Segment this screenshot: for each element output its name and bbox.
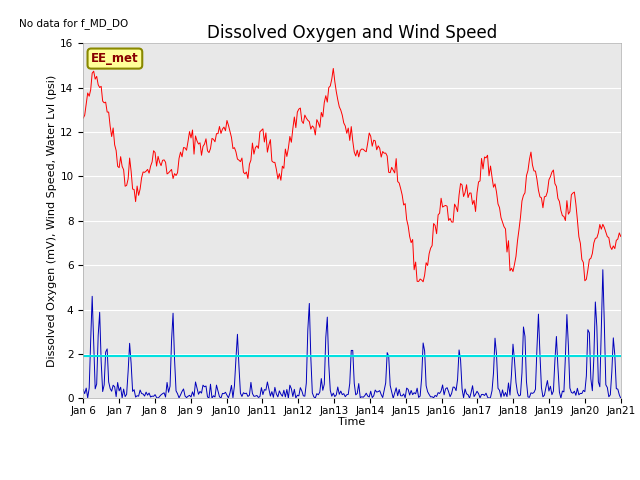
DisOxy — [419, 279, 427, 285]
ws — [617, 396, 625, 401]
WaterLevel — [79, 353, 87, 359]
ws — [314, 392, 322, 397]
Legend: DisOxy, ws, WaterLevel: DisOxy, ws, WaterLevel — [224, 477, 480, 480]
ws — [257, 385, 265, 391]
ws — [589, 388, 596, 394]
Text: EE_met: EE_met — [91, 52, 139, 65]
DisOxy — [617, 234, 625, 240]
DisOxy — [257, 127, 265, 133]
DisOxy — [266, 137, 274, 143]
Line: DisOxy: DisOxy — [83, 69, 621, 282]
DisOxy — [330, 66, 337, 72]
WaterLevel — [115, 353, 123, 359]
ws — [79, 387, 87, 393]
DisOxy — [314, 120, 322, 126]
ws — [266, 393, 274, 399]
DisOxy — [590, 240, 598, 246]
ws — [239, 390, 247, 396]
Title: Dissolved Oxygen and Wind Speed: Dissolved Oxygen and Wind Speed — [207, 24, 497, 42]
Line: ws: ws — [83, 270, 621, 398]
Y-axis label: Dissolved Oxygen (mV), Wind Speed, Water Lvl (psi): Dissolved Oxygen (mV), Wind Speed, Water… — [47, 75, 58, 367]
DisOxy — [145, 170, 153, 176]
ws — [485, 396, 493, 401]
ws — [145, 390, 153, 396]
ws — [599, 267, 607, 273]
X-axis label: Time: Time — [339, 418, 365, 427]
DisOxy — [79, 115, 87, 121]
Text: No data for f_MD_DO: No data for f_MD_DO — [19, 18, 128, 29]
DisOxy — [239, 169, 247, 175]
